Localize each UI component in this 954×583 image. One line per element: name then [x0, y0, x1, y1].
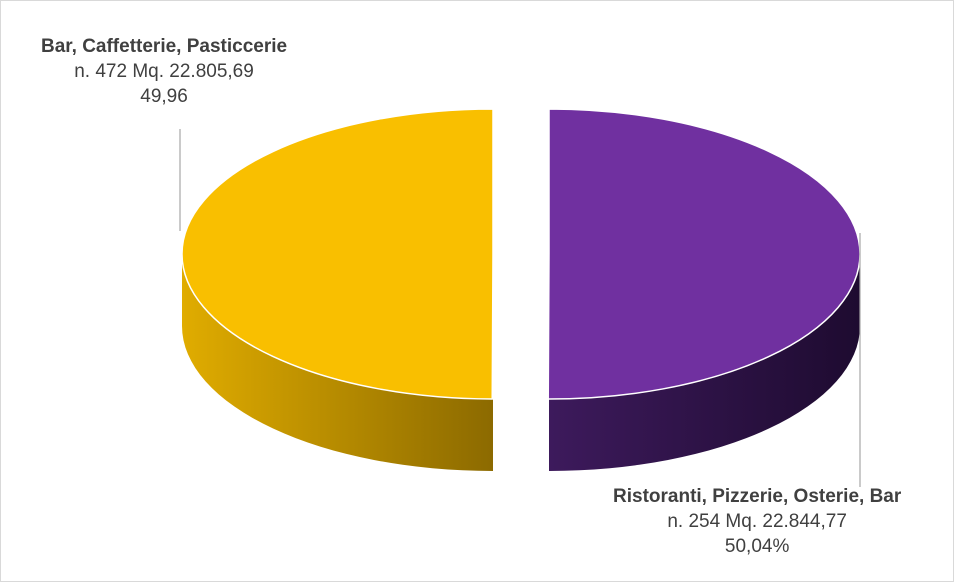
- slice-1-count-label: n. 472 Mq. 22.805,69: [74, 61, 254, 82]
- slice-2-percent-label: 50,04%: [724, 536, 790, 557]
- pie-slice-2: [547, 108, 861, 471]
- pie-slice-1-side: [181, 254, 494, 471]
- slice-2-category-label: Ristoranti, Pizzerie, Osterie, Bar: [613, 486, 902, 507]
- pie-slice-1: [180, 108, 494, 471]
- pie-slice-1-top: [180, 108, 494, 400]
- pie-slice-2-side: [549, 254, 860, 471]
- slice-1-category-label: Bar, Caffetterie, Pasticcerie: [41, 36, 288, 57]
- data-label-slice-1: Bar, Caffetterie, Pasticcerie n. 472 Mq.…: [41, 35, 287, 109]
- slice-1-percent-label: 49,96: [140, 86, 188, 107]
- slice-2-count-label: n. 254 Mq. 22.844,77: [667, 511, 847, 532]
- data-label-slice-2: Ristoranti, Pizzerie, Osterie, Bar n. 25…: [613, 485, 901, 559]
